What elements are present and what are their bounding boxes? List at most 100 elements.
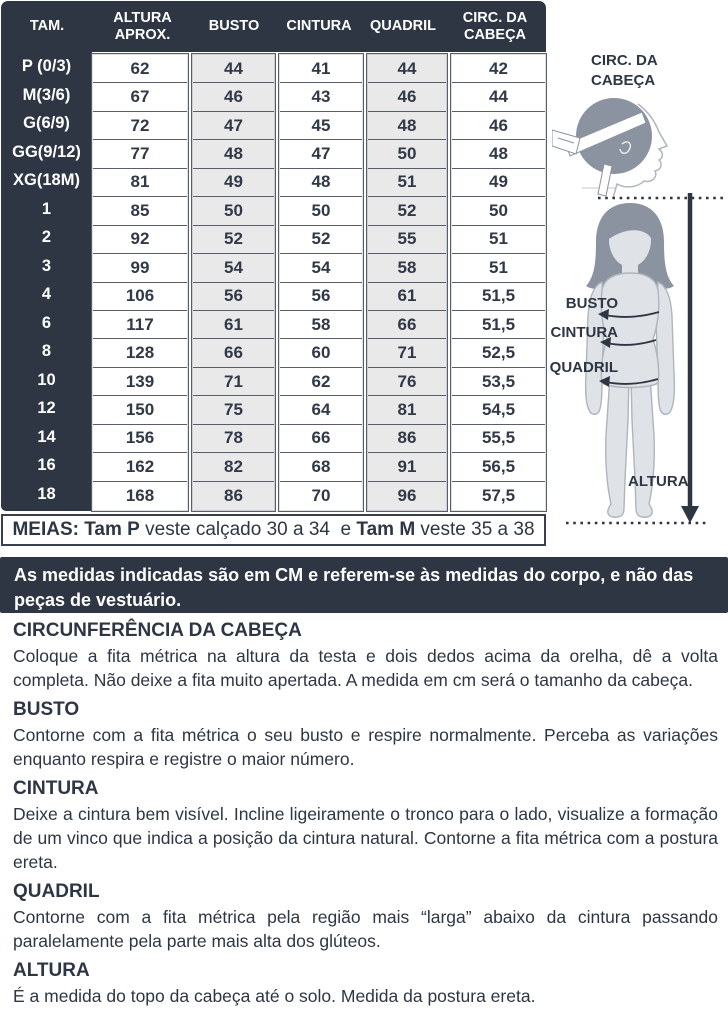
measurement-note-bar: As medidas indicadas são em CM e referem… <box>0 557 728 613</box>
measure-cell: 75 <box>193 396 274 425</box>
size-label: 3 <box>41 256 52 275</box>
size-label: G(6/9) <box>23 114 70 132</box>
measure-cell: 41 <box>280 55 362 84</box>
section-body: Contorne com a fita métrica pela região … <box>13 907 718 951</box>
measure-cell: 85 <box>93 197 187 226</box>
measure-cell: 51 <box>368 169 446 198</box>
measure-cell: 128 <box>93 339 187 368</box>
section-title: QUADRIL <box>13 881 100 902</box>
header-cintura: CINTURA <box>286 18 352 35</box>
measure-cell: 168 <box>125 485 155 505</box>
section-title: CINTURA <box>13 778 99 799</box>
measure-cell: 48 <box>368 112 446 141</box>
measure-cell: 61 <box>193 311 274 340</box>
measure-cell: 46 <box>193 83 274 112</box>
face-profile-outline <box>612 103 669 199</box>
cintura-arrowhead-icon <box>600 337 611 348</box>
quadril-arrow <box>605 378 659 385</box>
measure-cell: 56 <box>280 283 362 311</box>
measure-cell: 52 <box>368 197 446 226</box>
size-label: 4 <box>41 285 52 303</box>
measure-cell: 52 <box>280 226 362 255</box>
measure-cell: 66 <box>280 425 362 454</box>
figure-right-leg <box>630 375 655 518</box>
measure-cell: 50 <box>280 197 362 226</box>
measure-cell: 66 <box>368 311 446 340</box>
column-altura: 62 67 72 77 81 85 92 99 106 117 128 139 150 156 162 168 <box>91 53 189 512</box>
measure-cell: 56 <box>193 283 274 311</box>
ear-icon <box>619 141 632 154</box>
measure-cell: 54,5 <box>452 396 545 425</box>
meias-text: MEIAS: Tam P <box>12 519 140 540</box>
measure-cell: 51 <box>452 254 545 283</box>
measure-cell: 47 <box>280 140 362 169</box>
measure-cell: 81 <box>368 396 446 425</box>
measurement-note-text: As medidas indicadas são em CM e referem… <box>14 565 694 611</box>
measure-cell: 46 <box>368 83 446 112</box>
measure-cell: 42 <box>452 55 545 84</box>
altura-arrowhead-icon <box>681 506 699 523</box>
column-cintura: 41 43 45 47 48 50 52 54 56 58 60 62 64 66 68 70 <box>278 53 364 512</box>
size-label: 8 <box>41 342 52 360</box>
header-circ-cabeca: CIRC. DA CABEÇA <box>462 9 528 43</box>
header-altura: ALTURA APROX. <box>113 9 172 43</box>
measure-cell: 78 <box>193 425 274 454</box>
measure-cell: 66 <box>193 339 274 368</box>
tam-column: P (0/3) M(3/6) G(6/9) GG(9/12) XG(18M) 1 2 3 4 6 8… <box>1 52 92 511</box>
measure-cell: 52,5 <box>452 339 545 368</box>
meias-row: MEIAS: Tam P veste calçado 30 a 34 e Tam… <box>1 514 546 546</box>
measure-cell: 68 <box>280 453 362 482</box>
size-label: 2 <box>41 228 52 246</box>
measure-cell: 52 <box>193 226 274 255</box>
section-body: Contorne com a fita métrica o seu busto … <box>13 725 718 769</box>
measure-cell: 82 <box>193 453 274 482</box>
hand-icon <box>552 129 581 155</box>
measure-cell: 71 <box>368 339 446 368</box>
measure-cell: 51,5 <box>452 283 545 311</box>
measure-cell: 49 <box>452 169 545 198</box>
size-label: M(3/6) <box>22 85 71 104</box>
meias-text: veste 35 a 38 <box>415 519 535 540</box>
measure-instructions: CIRCUNFERÊNCIA DA CABEÇA Coloque a fita m… <box>0 617 728 1008</box>
size-label: 10 <box>37 370 56 389</box>
header-quadril: QUADRIL <box>369 18 437 35</box>
column-quadril: 44 46 48 50 51 52 55 58 61 66 71 76 81 86 91 96 <box>366 53 448 512</box>
busto-diagram-label: BUSTO <box>565 295 618 312</box>
measure-cell: 44 <box>193 55 274 84</box>
meias-text: Tam M <box>356 519 416 540</box>
measure-cell: 150 <box>93 396 187 425</box>
measure-cell: 77 <box>93 140 187 169</box>
cintura-diagram-label: CINTURA <box>550 324 619 341</box>
measure-cell: 51,5 <box>452 311 545 340</box>
measure-cell: 62 <box>280 368 362 397</box>
measure-cell: 50 <box>368 140 446 169</box>
cintura-arrow <box>606 339 657 346</box>
quadril-diagram-label: QUADRIL <box>549 359 618 376</box>
measure-cell: 58 <box>368 254 446 283</box>
measure-cell: 45 <box>280 112 362 141</box>
section-body: É a medida do topo da cabeça até o solo.… <box>13 986 536 1006</box>
size-label: 16 <box>37 456 56 474</box>
size-table: TAM. ALTURA APROX. BUSTO CINTURA QUADRIL… <box>1 1 547 546</box>
figure-right-arm <box>655 280 676 416</box>
figure-left-leg <box>605 375 630 518</box>
measure-cell: 48 <box>193 140 274 169</box>
measure-cell: 46 <box>452 112 545 141</box>
measure-cell: 55,5 <box>452 425 545 454</box>
busto-arrowhead-icon <box>598 309 609 320</box>
size-label: 6 <box>41 313 52 332</box>
measure-cell: 44 <box>452 83 545 112</box>
section-title: CIRCUNFERÊNCIA DA CABEÇA <box>13 620 302 641</box>
measure-cell: 92 <box>93 226 187 255</box>
body-measure-illustration <box>566 193 726 525</box>
table-header-row: TAM. ALTURA APROX. BUSTO CINTURA QUADRIL… <box>1 1 546 52</box>
table-body: P (0/3) M(3/6) G(6/9) GG(9/12) XG(18M) 1 2 3 4 6 8… <box>1 52 547 512</box>
size-label: P (0/3) <box>21 57 72 75</box>
head-diagram-label: CIRC. DA CABEÇA <box>591 52 658 89</box>
size-label: XG(18M) <box>13 171 80 189</box>
size-label: 1 <box>41 199 52 218</box>
section-title: ALTURA <box>13 960 90 981</box>
meias-text: veste calçado 30 a 34 e <box>139 519 357 540</box>
measure-cell: 91 <box>368 453 446 482</box>
